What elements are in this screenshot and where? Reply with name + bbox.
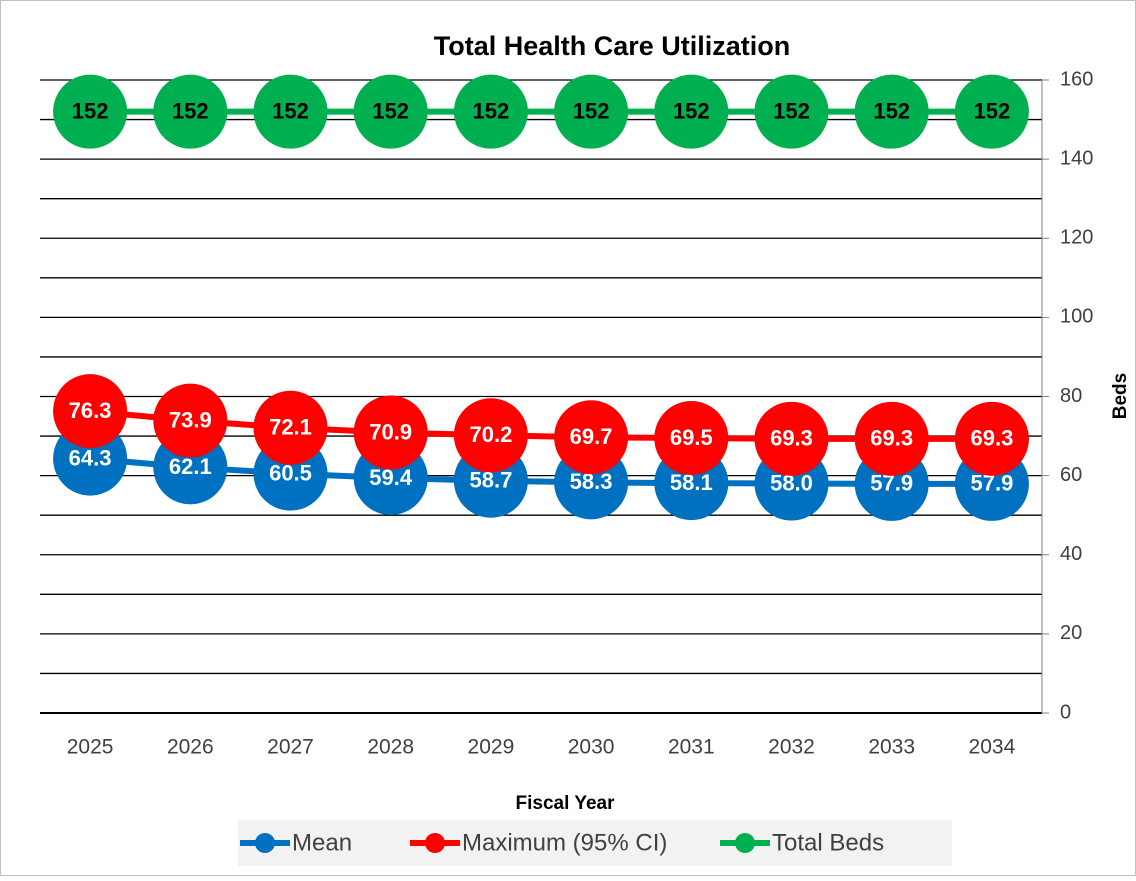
data-label: 152 — [573, 98, 610, 123]
marker — [253, 390, 328, 465]
marker — [153, 74, 228, 149]
y-axis-label: Beds — [1110, 373, 1131, 419]
data-label: 70.2 — [469, 422, 512, 447]
data-label: 69.7 — [570, 424, 613, 449]
x-tick-label: 2027 — [267, 736, 314, 759]
marker — [153, 383, 228, 458]
legend-swatch-marker — [425, 833, 445, 853]
x-tick-label: 2030 — [568, 736, 615, 759]
data-label: 152 — [172, 98, 209, 123]
data-label: 152 — [473, 98, 510, 123]
data-label: 73.9 — [169, 407, 212, 432]
legend-label: Mean — [292, 829, 352, 856]
marker — [954, 401, 1029, 476]
marker — [453, 74, 528, 149]
x-tick-label: 2032 — [768, 736, 815, 759]
marker — [754, 74, 829, 149]
y-tick-label: 160 — [1060, 68, 1093, 90]
data-label: 69.5 — [670, 425, 713, 450]
y-tick-label: 100 — [1060, 306, 1093, 328]
data-label: 152 — [72, 98, 109, 123]
data-label: 72.1 — [269, 415, 312, 440]
marker — [253, 74, 328, 149]
data-label: 69.3 — [770, 426, 813, 451]
legend-swatch-marker — [255, 833, 275, 853]
series-line — [89, 455, 992, 487]
marker — [554, 400, 629, 475]
data-label: 62.1 — [169, 454, 212, 479]
data-label: 152 — [673, 98, 710, 123]
data-label: 152 — [272, 98, 309, 123]
marker — [353, 74, 428, 149]
marker — [854, 401, 929, 476]
y-tick-label: 40 — [1060, 543, 1082, 565]
legend-swatch-marker — [735, 833, 755, 853]
marker — [53, 374, 128, 449]
x-axis-label: Fiscal Year — [516, 793, 616, 814]
series-line — [89, 408, 992, 442]
chart-title: Total Health Care Utilization — [434, 31, 791, 61]
marker — [654, 401, 729, 476]
marker — [53, 74, 128, 149]
x-tick-label: 2034 — [969, 736, 1016, 759]
data-label: 64.3 — [69, 445, 112, 470]
data-label: 152 — [372, 98, 409, 123]
marker — [353, 395, 428, 470]
y-tick-label: 80 — [1060, 385, 1082, 407]
data-label: 76.3 — [69, 398, 112, 423]
marker — [654, 74, 729, 149]
marker — [754, 401, 829, 476]
marker — [954, 74, 1029, 149]
x-tick-label: 2033 — [868, 736, 915, 759]
marker — [554, 74, 629, 149]
data-label: 152 — [873, 98, 910, 123]
legend-label: Total Beds — [772, 829, 884, 856]
marker — [854, 74, 929, 149]
x-tick-label: 2026 — [167, 736, 214, 759]
legend-box — [238, 820, 952, 866]
data-label: 152 — [773, 98, 810, 123]
y-tick-label: 140 — [1060, 147, 1093, 169]
x-tick-label: 2028 — [367, 736, 414, 759]
data-label: 152 — [974, 98, 1011, 123]
data-label: 70.9 — [369, 419, 412, 444]
x-tick-label: 2031 — [668, 736, 715, 759]
legend-label: Maximum (95% CI) — [462, 829, 667, 856]
y-tick-label: 20 — [1060, 622, 1082, 644]
y-tick-label: 60 — [1060, 464, 1082, 486]
y-tick-label: 120 — [1060, 227, 1093, 249]
marker — [453, 398, 528, 473]
x-tick-label: 2029 — [468, 736, 515, 759]
x-tick-label: 2025 — [67, 736, 114, 759]
y-tick-label: 0 — [1060, 701, 1071, 723]
data-label: 69.3 — [870, 426, 913, 451]
data-label: 69.3 — [970, 426, 1013, 451]
